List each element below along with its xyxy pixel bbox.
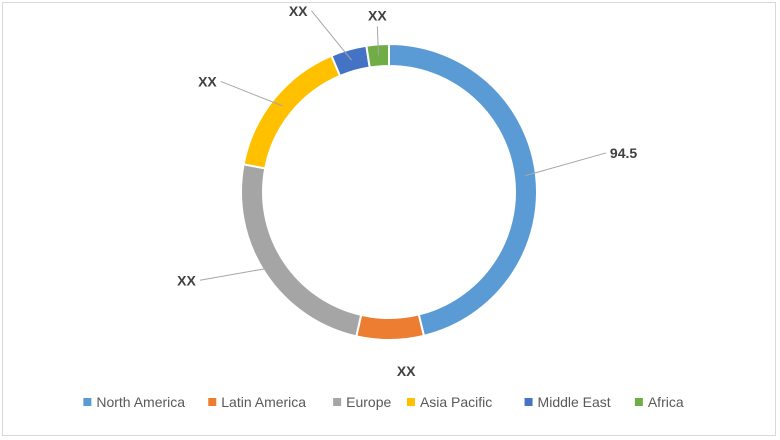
data-label-north-america: 94.5 [610, 145, 637, 161]
leader-line-asia-pacific [220, 80, 283, 107]
legend-item-europe: Europe [333, 394, 392, 410]
legend-swatch-latin-america [208, 398, 217, 406]
legend-swatch-middle-east [524, 398, 533, 406]
chart-frame [2, 2, 776, 436]
leader-line-africa [376, 26, 379, 56]
legend-item-africa: Africa [634, 394, 684, 410]
slice-latin-america [355, 313, 426, 341]
leader-line-europe [199, 266, 275, 281]
leader-lines [199, 10, 607, 281]
slice-middle-east [330, 44, 371, 78]
legend-label-latin-america: Latin America [221, 394, 306, 410]
legend-swatch-north-america [83, 398, 92, 406]
slice-africa [365, 42, 390, 69]
legend-label-africa: Africa [648, 394, 684, 410]
legend-swatch-asia-pacific [406, 398, 415, 406]
legend: North America Latin America Europe Asia Pac… [83, 394, 684, 410]
legend-swatch-africa [634, 398, 643, 406]
data-label-asia-pacific: XX [198, 73, 217, 89]
legend-item-north-america: North America [83, 394, 185, 410]
legend-item-asia-pacific: Asia Pacific [406, 394, 492, 410]
data-labels: 94.5 XX XX XX XX XX [177, 3, 637, 379]
leader-line-middle-east [311, 10, 352, 61]
donut-slices [240, 42, 538, 341]
data-label-latin-america: XX [397, 363, 416, 379]
legend-item-latin-america: Latin America [208, 394, 306, 410]
legend-label-europe: Europe [346, 394, 391, 410]
data-label-europe: XX [177, 272, 196, 288]
legend-label-middle-east: Middle East [538, 394, 611, 410]
legend-item-middle-east: Middle East [524, 394, 611, 410]
data-label-africa: XX [368, 7, 387, 23]
legend-label-north-america: North America [96, 394, 185, 410]
slice-europe [240, 163, 363, 338]
slice-north-america [388, 42, 538, 338]
legend-swatch-europe [333, 398, 342, 406]
legend-label-asia-pacific: Asia Pacific [420, 394, 492, 410]
data-label-middle-east: XX [289, 3, 308, 19]
slice-asia-pacific [242, 54, 342, 170]
leader-line-north-america [524, 152, 607, 177]
